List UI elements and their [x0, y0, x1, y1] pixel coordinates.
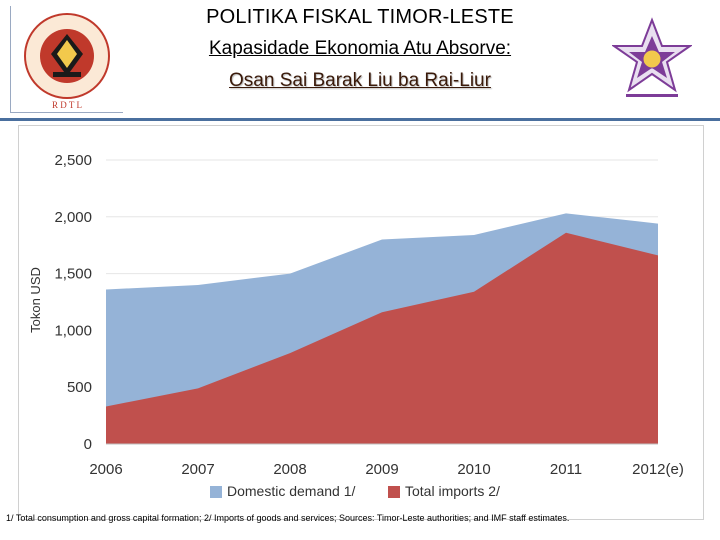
header-divider [0, 118, 720, 121]
y-tick-label: 1,000 [54, 322, 92, 339]
page-subtitle: Kapasidade Ekonomia Atu Absorve: [208, 38, 512, 59]
legend-swatch-imports [388, 486, 400, 498]
x-tick-label: 2009 [365, 461, 398, 478]
x-tick-label: 2008 [273, 461, 306, 478]
x-tick-label: 2006 [89, 461, 122, 478]
ministry-star-emblem-icon [610, 14, 694, 104]
y-tick-label: 500 [67, 379, 92, 396]
legend-label: Total imports 2/ [405, 483, 500, 499]
y-axis-label: Tokon USD [28, 267, 43, 333]
page-subtitle-2: Osan Sai Barak Liu ba Rai-Liur [229, 70, 491, 91]
legend-swatch-domestic [210, 486, 222, 498]
x-tick-label: 2012(e) [632, 461, 684, 478]
legend: Domestic demand 1/Total imports 2/ [210, 483, 500, 499]
x-tick-label: 2007 [181, 461, 214, 478]
chart-areas [106, 213, 658, 444]
slide-header: R D T L POLITIKA FISKAL TIMOR-LESTE Kapa… [0, 0, 720, 118]
legend-label: Domestic demand 1/ [227, 483, 356, 499]
y-tick-label: 2,500 [54, 152, 92, 169]
x-tick-label: 2011 [550, 461, 582, 478]
footnote: 1/ Total consumption and gross capital f… [6, 513, 570, 523]
chart-frame [18, 125, 704, 520]
y-tick-label: 0 [84, 436, 92, 453]
x-tick-label: 2010 [457, 461, 490, 478]
y-tick-label: 2,000 [54, 209, 92, 226]
seal-bottom-text: R D T L [52, 100, 82, 110]
y-tick-label: 1,500 [54, 266, 92, 283]
axes: 0 500 1,000 1,500 2,000 2,500 2006 2007 2008 2009… [54, 152, 683, 478]
republic-seal-icon: R D T L [10, 6, 123, 113]
page-title: POLITIKA FISKAL TIMOR-LESTE [206, 6, 514, 28]
total-imports-area [106, 232, 658, 444]
